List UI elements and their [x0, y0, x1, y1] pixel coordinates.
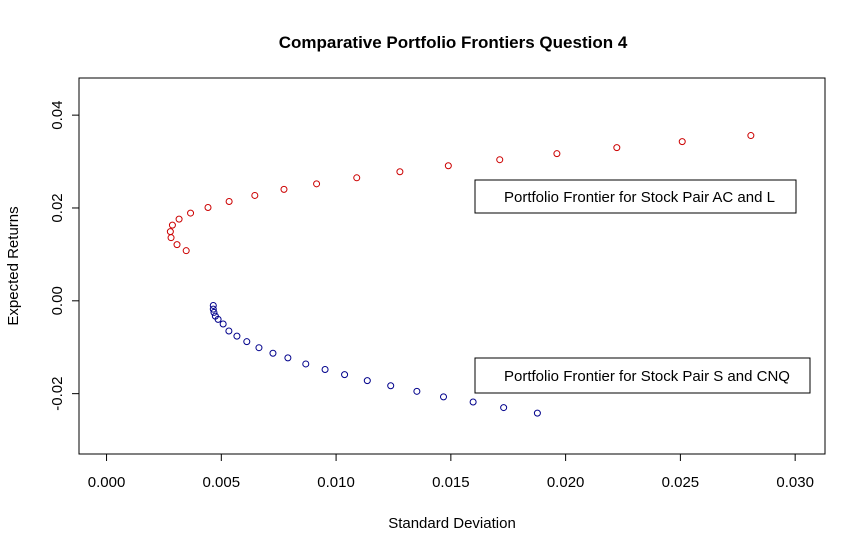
- data-point-series-2: [413, 387, 421, 395]
- data-point-series-1: [168, 221, 176, 229]
- data-point-series-2: [387, 382, 395, 390]
- data-point-series-2: [225, 327, 233, 335]
- legend-lower-text: Portfolio Frontier for Stock Pair S and …: [504, 368, 790, 385]
- data-point-series-1: [166, 228, 174, 236]
- data-point-series-1: [204, 204, 212, 212]
- x-tick-label: 0.015: [432, 474, 470, 491]
- x-tick-label: 0.005: [203, 474, 241, 491]
- data-point-series-1: [613, 144, 621, 152]
- data-point-series-2: [243, 338, 251, 346]
- data-point-series-1: [182, 247, 190, 255]
- x-axis: 0.000 0.005 0.010 0.015 0.020 0.025 0.030: [88, 453, 814, 491]
- data-point-series-2: [233, 332, 241, 340]
- y-axis: -0.02 0.00 0.02 0.04: [49, 101, 80, 411]
- data-point-series-2: [302, 360, 310, 368]
- y-tick-label: 0.02: [49, 193, 66, 222]
- data-point-series-2: [363, 377, 371, 385]
- y-tick-label: 0.00: [49, 286, 66, 315]
- data-points: [166, 132, 755, 417]
- data-point-series-2: [214, 315, 222, 323]
- data-point-series-2: [209, 301, 217, 309]
- data-point-series-2: [500, 404, 508, 412]
- y-tick-label: 0.04: [49, 101, 66, 130]
- data-point-series-1: [251, 191, 259, 199]
- x-axis-label: Standard Deviation: [388, 515, 516, 532]
- plot-frame: [78, 77, 826, 455]
- chart-title: Comparative Portfolio Frontiers Question…: [279, 33, 628, 52]
- legend-upper-text: Portfolio Frontier for Stock Pair AC and…: [504, 189, 775, 206]
- y-tick-label: -0.02: [49, 377, 66, 411]
- data-point-series-2: [284, 354, 292, 362]
- legend-lower-box: [474, 357, 811, 394]
- x-tick-label: 0.025: [662, 474, 700, 491]
- data-point-series-1: [280, 185, 288, 193]
- x-tick-label: 0.010: [317, 474, 355, 491]
- data-point-series-1: [167, 234, 175, 242]
- x-tick-label: 0.030: [776, 474, 814, 491]
- data-point-series-1: [553, 150, 561, 158]
- x-tick-label: 0.020: [547, 474, 585, 491]
- data-point-series-1: [225, 197, 233, 205]
- data-point-series-2: [469, 398, 477, 406]
- data-point-series-1: [396, 168, 404, 176]
- data-point-series-1: [175, 215, 183, 223]
- legend-lower: Portfolio Frontier for Stock Pair S and …: [474, 357, 811, 394]
- data-point-series-1: [187, 209, 195, 217]
- data-point-series-1: [313, 180, 321, 188]
- data-point-series-1: [173, 241, 181, 249]
- data-point-series-1: [496, 156, 504, 164]
- data-point-series-1: [353, 174, 361, 182]
- data-point-series-2: [255, 344, 263, 352]
- data-point-series-2: [440, 393, 448, 401]
- data-point-series-1: [747, 132, 755, 140]
- y-axis-label: Expected Returns: [5, 206, 22, 325]
- data-point-series-1: [678, 138, 686, 146]
- data-point-series-2: [219, 320, 227, 328]
- data-point-series-2: [341, 371, 349, 379]
- data-point-series-2: [321, 366, 329, 374]
- data-point-series-2: [210, 308, 218, 316]
- data-point-series-2: [209, 305, 217, 313]
- data-point-series-2: [533, 409, 541, 417]
- data-point-series-1: [444, 162, 452, 170]
- legend-upper-box: [474, 179, 797, 214]
- data-point-series-2: [269, 349, 277, 357]
- x-tick-label: 0.000: [88, 474, 126, 491]
- legend-upper: Portfolio Frontier for Stock Pair AC and…: [474, 179, 797, 214]
